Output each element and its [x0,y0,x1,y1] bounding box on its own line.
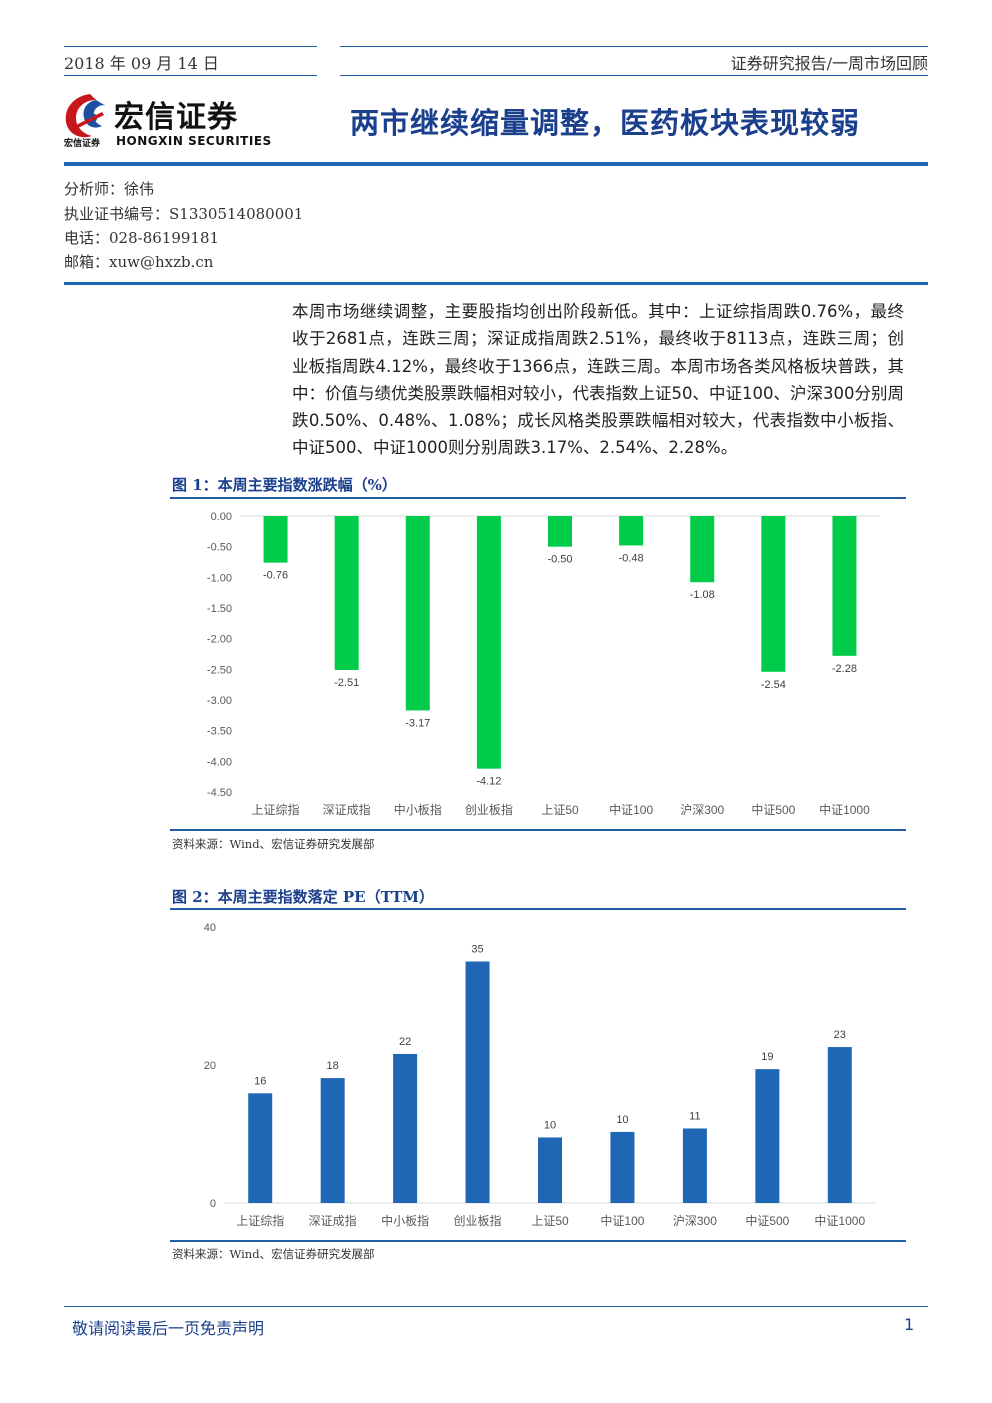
bar [690,516,715,583]
bar [248,1093,273,1203]
breadcrumb: 证券研究报告/一周市场回顾 [730,54,928,73]
x-tick-label: 中证500 [751,802,795,817]
y-tick-label: -3.00 [207,695,232,707]
data-label: -1.08 [690,589,715,601]
analyst-name: 分析师：徐伟 [64,180,155,198]
bar [832,516,857,656]
x-tick-label: 上证50 [531,1214,569,1228]
x-tick-label: 沪深300 [673,1214,717,1228]
data-label: -2.28 [832,663,857,675]
header-rule-left [64,46,317,47]
x-tick-label: 沪深300 [680,803,724,817]
data-label: 16 [254,1075,266,1087]
x-tick-label: 中证100 [609,802,653,817]
x-tick-label: 上证50 [541,803,579,817]
x-tick-label: 中小板指 [394,802,442,817]
figure2-top-rule [170,908,906,910]
bar [405,516,430,711]
y-tick-label: 0.00 [211,511,232,523]
analyst-phone: 电话：028-86199181 [64,229,220,247]
data-label: 19 [761,1051,773,1063]
data-label: -0.48 [619,552,644,564]
logo-en-text: HONGXIN SECURITIES [116,134,272,148]
bar [465,961,490,1203]
bar [263,516,288,563]
x-tick-label: 上证综指 [252,802,300,817]
data-label: 10 [616,1114,628,1126]
data-label: 35 [471,944,483,956]
figure2-source: 资料来源：Wind、宏信证券研究发展部 [172,1247,375,1261]
y-tick-label: -1.00 [207,572,232,584]
x-tick-label: 中证100 [600,1213,644,1228]
analyst-cert: 执业证书编号：S1330514080001 [64,205,304,223]
page-number: 1 [904,1315,915,1334]
data-label: 22 [399,1036,411,1048]
figure1-source: 资料来源：Wind、宏信证券研究发展部 [172,837,375,851]
data-label: 23 [834,1029,846,1041]
figure1-title: 图 1：本周主要指数涨跌幅（%） [172,476,397,494]
y-tick-label: -3.50 [207,726,232,738]
data-label: -0.76 [263,570,288,582]
figure2-chart: 0 20 40 16 上证综指 18 深证成指 22 中小板指 35 创业板指 10 上证50 10 中证1… [204,922,876,1228]
header-rule-left-bottom [64,75,317,76]
x-tick-label: 上证综指 [236,1213,284,1228]
bar [610,1131,635,1203]
figure2-title: 图 2：本周主要指数落定 PE（TTM） [172,888,434,906]
bar [682,1128,707,1203]
bar [619,516,644,546]
x-tick-label: 创业板指 [454,1213,502,1228]
x-tick-label: 中小板指 [381,1213,429,1228]
bar [393,1053,418,1203]
x-tick-label: 深证成指 [309,1213,357,1228]
data-label: 10 [544,1119,556,1131]
logo-cn-text: 宏信证券 [114,100,238,135]
y-tick-label: 40 [204,922,216,934]
data-label: 18 [327,1060,339,1072]
figure1-chart: 0.00 -0.50 -1.00 -1.50 -2.00 -2.50 -3.00 -3.50 -… [207,511,880,817]
data-label: 11 [689,1110,700,1122]
bar [827,1047,852,1203]
bar [476,516,501,769]
footer-rule [64,1306,928,1307]
logo-small-cn: 宏信证券 [64,139,101,149]
summary-paragraph: 本周市场继续调整，主要股指均创出阶段新低。其中：上证综指周跌0.76%，最终收于… [292,302,904,458]
bar [320,1078,345,1203]
y-tick-label: -4.50 [207,787,232,799]
y-tick-label: -0.50 [207,542,232,554]
footer-disclaimer: 敬请阅读最后一页免责声明 [72,1319,265,1338]
header-rule-right-bottom [340,75,928,76]
data-label: -2.54 [761,679,786,691]
report-date: 2018 年 09 月 14 日 [64,54,219,73]
y-tick-label: 20 [204,1060,216,1072]
bar [538,1137,562,1203]
x-tick-label: 中证500 [745,1213,789,1228]
x-tick-label: 深证成指 [323,802,371,817]
y-tick-label: -2.00 [207,634,232,646]
y-tick-label: 0 [210,1198,216,1210]
report-title: 两市继续缩量调整，医药板块表现较弱 [350,106,861,140]
analyst-email: 邮箱：xuw@hxzb.cn [64,253,214,271]
figure1-bottom-rule [170,829,906,831]
x-tick-label: 创业板指 [465,802,513,817]
company-logo: 宏信证券 宏信证券 HONGXIN SECURITIES [62,88,272,152]
data-label: -4.12 [476,776,501,788]
analyst-divider [64,282,928,285]
header-rule-right [340,46,928,47]
y-tick-label: -4.00 [207,756,232,768]
data-label: -3.17 [405,717,430,729]
bar [548,516,572,547]
figure1-top-rule [170,497,906,499]
figure2-bottom-rule [170,1240,906,1242]
data-label: -0.50 [547,554,572,566]
y-tick-label: -1.50 [207,603,232,615]
logo-mark-icon [65,94,106,138]
x-tick-label: 中证1000 [814,1213,865,1228]
bar [761,516,786,672]
title-divider [64,162,928,166]
bar [755,1069,780,1203]
x-tick-label: 中证1000 [819,802,870,817]
bar [334,516,359,670]
data-label: -2.51 [334,677,359,689]
y-tick-label: -2.50 [207,664,232,676]
